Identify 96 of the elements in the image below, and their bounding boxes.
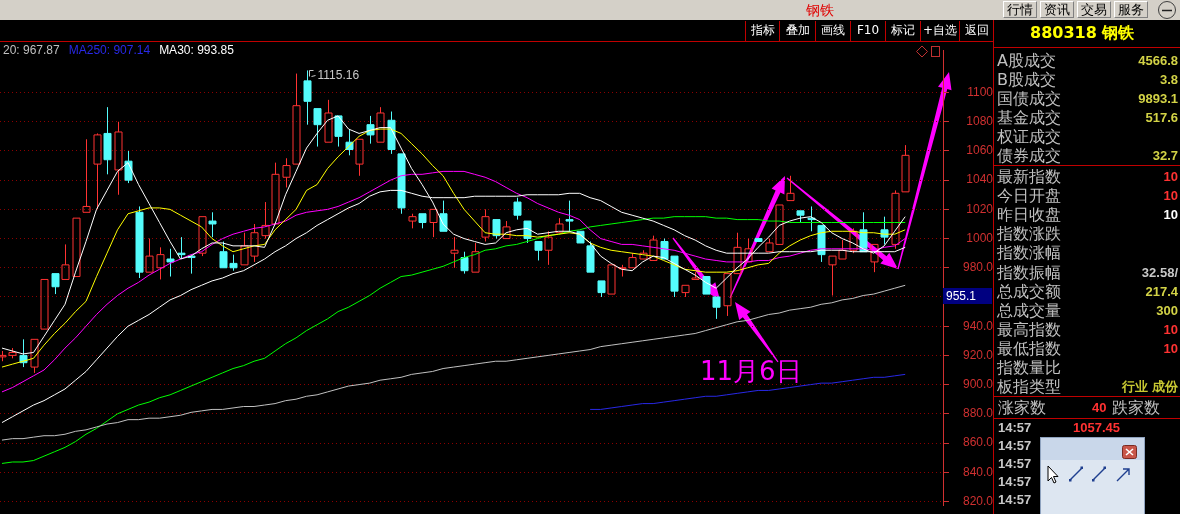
text: 40 [1092, 400, 1107, 416]
category-label: 总成交量 [997, 300, 1061, 320]
text: 跌家数 [1112, 398, 1160, 417]
y-tick-label: 1000 [966, 230, 994, 245]
y-tick-label: 820.0 [962, 493, 994, 508]
text: 交易 [1077, 1, 1111, 18]
text: F10 [850, 21, 885, 41]
y-tick-label: 920.0 [962, 347, 994, 362]
candlestick [313, 108, 322, 148]
text: 517.6 [1145, 110, 1178, 125]
candlestick [492, 219, 501, 240]
text: 14:57 [998, 438, 1032, 454]
candlestick [450, 236, 459, 269]
candlestick [723, 273, 732, 317]
annotation: 1115.16 [317, 67, 360, 82]
text: 10 [1163, 169, 1178, 184]
y-tick-label: 1100 [967, 84, 994, 99]
text: 10 [1163, 207, 1178, 223]
category-label: 指数振幅 [997, 262, 1061, 282]
category-label: B股成交 [997, 70, 1056, 89]
candlestick [681, 284, 690, 298]
candlestick [786, 175, 795, 202]
category-label: 指数量比 [997, 358, 1061, 377]
category-label: 最高指数 [997, 319, 1061, 339]
y-tick-label: 1060 [966, 143, 994, 158]
candlestick [303, 69, 312, 126]
text: 指标 [745, 21, 779, 41]
chart-title: 钢铁 [806, 2, 834, 18]
category-label: 总成交额 [997, 281, 1061, 301]
candlestick [565, 200, 574, 232]
text: 32.7 [1152, 148, 1178, 163]
y-tick-label: 1080 [966, 114, 994, 129]
text: 1057.45 [1073, 420, 1120, 436]
candlestick [51, 273, 60, 295]
candlestick [82, 138, 91, 213]
text: 4566.8 [1138, 53, 1178, 68]
y-tick-label: 860.0 [962, 435, 994, 450]
category-label: 国债成交 [997, 89, 1061, 108]
candlestick [334, 115, 343, 148]
text: MA30: 993.85 [159, 43, 234, 57]
text: 10 [1163, 188, 1178, 204]
text: 10 [1163, 321, 1178, 337]
text: 行业 成份 [1122, 379, 1178, 395]
candlestick [870, 243, 879, 273]
category-label: 债券成交 [997, 146, 1061, 165]
category-label: 指数涨幅 [997, 243, 1061, 263]
candlestick [744, 238, 753, 263]
category-label: 最低指数 [997, 338, 1061, 358]
text: +自选 [920, 21, 959, 41]
category-label: 板指类型 [997, 377, 1061, 397]
text: 14:57 [998, 492, 1032, 508]
text: 32.58/ [1141, 264, 1178, 280]
text: 955.1 [943, 288, 992, 304]
candlestick [807, 205, 816, 232]
candlestick [271, 162, 280, 225]
candlestick [208, 211, 217, 238]
text: 叠加 [779, 21, 815, 41]
text: 9893.1 [1138, 91, 1178, 106]
category-label: A股成交 [997, 51, 1056, 70]
text: 300 [1156, 302, 1178, 318]
y-tick-label: 880.0 [962, 406, 994, 421]
text: 20: 967.87 [3, 43, 60, 57]
text: 217.4 [1145, 283, 1178, 299]
text: 涨家数 [998, 398, 1046, 417]
text: 3.8 [1159, 72, 1178, 87]
text: 14:57 [998, 420, 1032, 436]
annotation: 11月6日 [700, 356, 802, 386]
category-label: 基金成交 [997, 108, 1061, 127]
text: 资讯 [1040, 1, 1074, 18]
candlestick [712, 296, 721, 320]
y-tick-label: 1020 [966, 201, 994, 216]
text: 14:57 [998, 456, 1032, 472]
category-label: 最新指数 [997, 167, 1061, 186]
y-tick-label: 900.0 [962, 376, 994, 391]
y-tick-label: 940.0 [962, 318, 994, 333]
text: 行情 [1003, 1, 1037, 18]
y-tick-label: 1040 [966, 172, 994, 187]
y-tick-label: 980.0 [962, 260, 994, 275]
text: MA250: 907.14 [68, 43, 151, 57]
candlestick [534, 240, 543, 261]
category-label: 昨日收盘 [997, 205, 1061, 225]
candlestick [103, 106, 112, 175]
category-label: 指数涨跌 [997, 224, 1061, 244]
text: 画线 [815, 21, 850, 41]
text: 880318 钢铁 [1030, 23, 1135, 43]
text: 10 [1163, 340, 1178, 356]
text: 返回 [959, 21, 993, 41]
text: 标记 [885, 21, 920, 41]
candlestick [901, 144, 910, 193]
candlestick [597, 280, 606, 298]
category-label: 权证成交 [997, 127, 1061, 146]
category-label: 今日开盘 [997, 186, 1061, 206]
text: 14:57 [998, 474, 1032, 490]
candlestick [166, 248, 175, 278]
text: 服务 [1114, 1, 1148, 18]
y-tick-label: 840.0 [962, 464, 994, 479]
